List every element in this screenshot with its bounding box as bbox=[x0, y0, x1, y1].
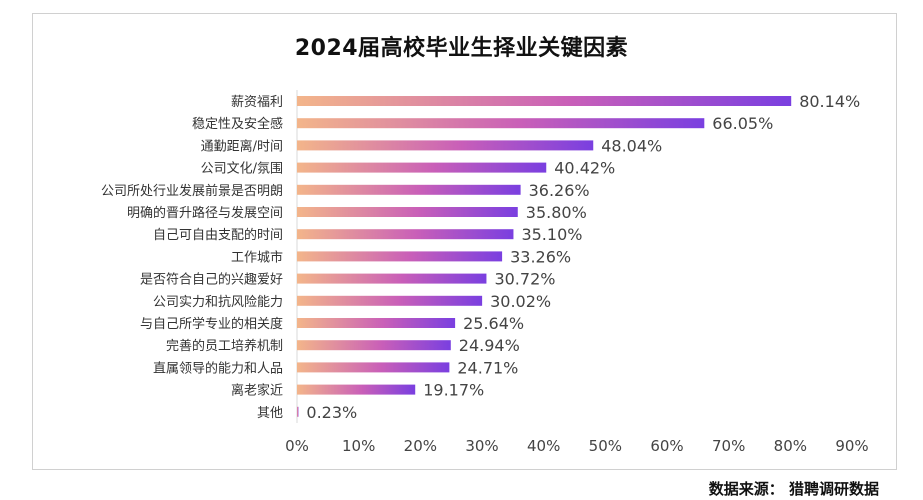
bar bbox=[297, 96, 792, 106]
category-label: 公司文化/氛围 bbox=[201, 162, 283, 177]
value-label: 35.10% bbox=[521, 225, 582, 244]
value-label: 40.42% bbox=[554, 159, 615, 178]
x-tick-label: 90% bbox=[835, 437, 868, 455]
category-label: 公司实力和抗风险能力 bbox=[153, 295, 283, 310]
x-tick-label: 70% bbox=[712, 437, 745, 455]
value-label: 33.26% bbox=[510, 247, 571, 266]
value-label: 0.23% bbox=[306, 403, 357, 422]
category-label: 直属领导的能力和人品 bbox=[153, 360, 283, 376]
bar bbox=[297, 318, 456, 328]
x-tick-label: 10% bbox=[342, 437, 375, 455]
value-label: 35.80% bbox=[526, 203, 587, 222]
value-label: 30.72% bbox=[494, 270, 555, 289]
value-label: 66.05% bbox=[712, 114, 773, 133]
category-label: 是否符合自己的兴趣爱好 bbox=[140, 272, 283, 288]
category-label: 完善的员工培养机制 bbox=[166, 338, 283, 354]
category-label: 工作城市 bbox=[231, 249, 283, 265]
category-label: 稳定性及安全感 bbox=[192, 116, 283, 132]
x-tick-label: 50% bbox=[589, 437, 622, 455]
x-tick-label: 0% bbox=[285, 437, 309, 455]
bar bbox=[297, 406, 299, 417]
bar bbox=[297, 184, 521, 195]
category-label: 通勤距离/时间 bbox=[201, 138, 283, 154]
value-label: 19.17% bbox=[423, 381, 484, 400]
bar bbox=[297, 207, 518, 217]
bar bbox=[297, 384, 416, 395]
category-label: 与自己所学专业的相关度 bbox=[140, 316, 283, 332]
bar bbox=[297, 273, 487, 284]
value-label: 36.26% bbox=[529, 181, 590, 200]
bar bbox=[297, 295, 483, 306]
x-tick-label: 80% bbox=[774, 437, 807, 455]
value-label: 24.71% bbox=[457, 358, 518, 377]
category-label: 明确的晋升路径与发展空间 bbox=[127, 205, 283, 221]
x-tick-label: 30% bbox=[465, 437, 498, 455]
source-note: 数据来源： 猎聘调研数据 bbox=[708, 480, 879, 498]
category-label: 自己可自由支配的时间 bbox=[153, 227, 283, 243]
value-label: 25.64% bbox=[463, 314, 524, 333]
x-tick-label: 40% bbox=[527, 437, 560, 455]
bar bbox=[297, 118, 705, 129]
value-label: 30.02% bbox=[490, 292, 551, 311]
category-label: 薪资福利 bbox=[231, 95, 283, 110]
category-label: 其他 bbox=[257, 406, 283, 421]
x-tick-label: 60% bbox=[650, 437, 683, 455]
bar bbox=[297, 140, 594, 151]
chart-frame bbox=[32, 13, 897, 470]
bar bbox=[297, 162, 547, 173]
category-label: 离老家近 bbox=[231, 383, 283, 399]
bar bbox=[297, 340, 451, 351]
bar bbox=[297, 251, 503, 262]
chart-title: 2024届高校毕业生择业关键因素 bbox=[294, 36, 629, 61]
x-tick-label: 20% bbox=[404, 437, 437, 455]
value-label: 48.04% bbox=[601, 136, 662, 155]
bar bbox=[297, 229, 514, 240]
category-label: 公司所处行业发展前景是否明朗 bbox=[101, 183, 283, 199]
bar bbox=[297, 362, 450, 373]
value-label: 80.14% bbox=[799, 92, 860, 111]
value-label: 24.94% bbox=[459, 336, 520, 355]
